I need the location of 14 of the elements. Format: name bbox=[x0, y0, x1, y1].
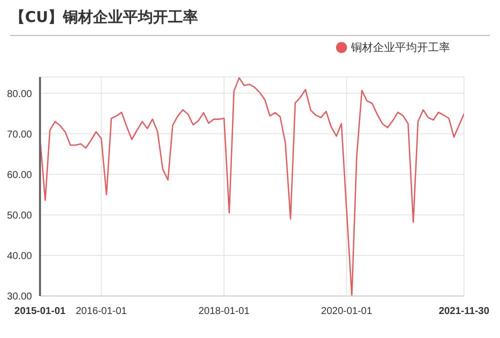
y-tick-label: 30.00 bbox=[6, 292, 32, 303]
y-tick-label: 80.00 bbox=[6, 88, 32, 100]
y-tick-label: 40.00 bbox=[6, 250, 32, 262]
x-tick-label: 2021-11-30 bbox=[438, 306, 490, 317]
line-series bbox=[40, 77, 464, 296]
chart-title: 【CU】铜材企业平均开工率 bbox=[10, 8, 198, 27]
y-tick-label: 50.00 bbox=[6, 210, 32, 222]
x-tick-label: 2018-01-01 bbox=[198, 306, 250, 317]
y-tick-label: 70.00 bbox=[6, 129, 32, 140]
y-tick-label: 60.00 bbox=[6, 170, 32, 181]
x-tick-label: 2020-01-01 bbox=[321, 306, 373, 317]
x-tick-label: 2016-01-01 bbox=[76, 306, 128, 317]
legend-label: 铜材企业平均开工率 bbox=[351, 41, 450, 54]
x-tick-label: 2015-01-01 bbox=[14, 306, 66, 317]
